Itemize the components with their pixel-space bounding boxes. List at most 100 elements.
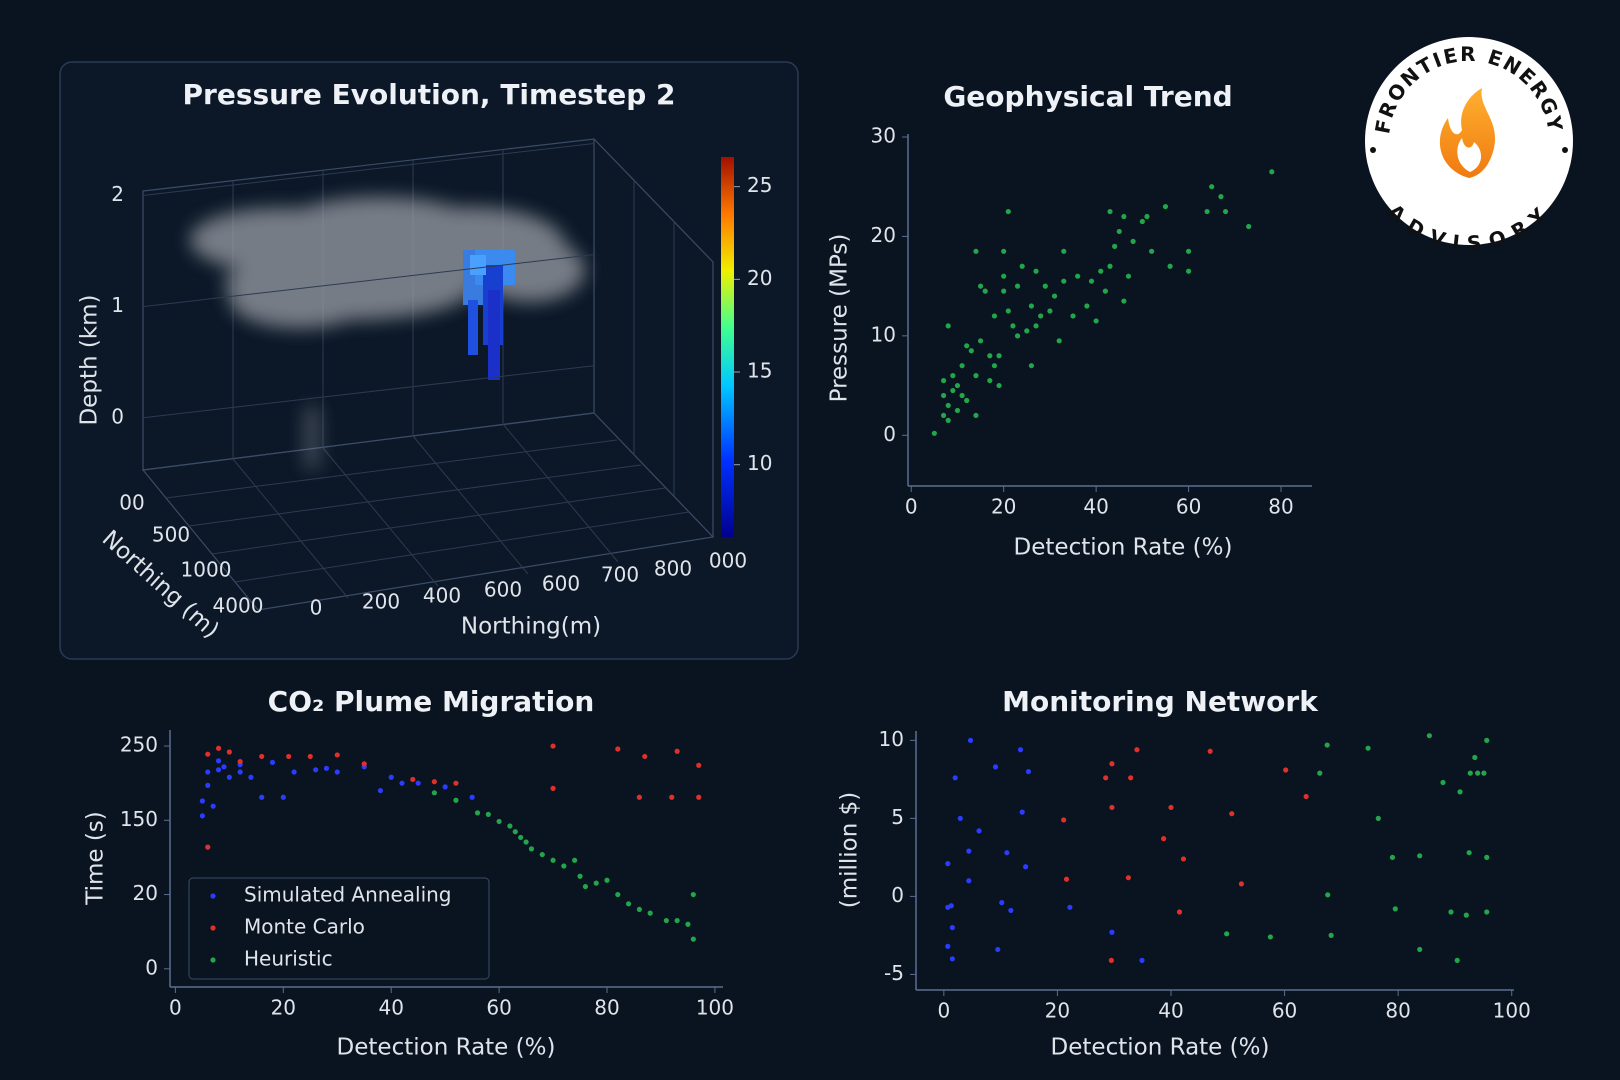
point bbox=[1125, 273, 1132, 279]
point bbox=[957, 815, 963, 821]
point bbox=[221, 764, 227, 770]
point bbox=[940, 377, 947, 384]
point bbox=[1130, 238, 1136, 244]
grid-line bbox=[142, 365, 595, 419]
point bbox=[215, 745, 222, 751]
point bbox=[215, 758, 222, 764]
point bbox=[1180, 856, 1187, 862]
point bbox=[1001, 288, 1007, 294]
point bbox=[1283, 767, 1289, 773]
point bbox=[205, 751, 211, 757]
x-tick-label: 600 bbox=[542, 572, 580, 596]
point bbox=[1067, 904, 1073, 910]
point bbox=[1209, 184, 1215, 190]
point bbox=[1426, 733, 1432, 739]
point bbox=[539, 851, 545, 858]
x-tick-label: 0 bbox=[310, 596, 323, 620]
point bbox=[1109, 761, 1115, 767]
chart-title: Pressure Evolution, Timestep 2 bbox=[183, 78, 676, 111]
point bbox=[1017, 747, 1024, 753]
point bbox=[1121, 213, 1127, 220]
point bbox=[1014, 283, 1021, 289]
point bbox=[453, 797, 459, 803]
x-tick-label: 0 bbox=[905, 495, 918, 519]
point bbox=[259, 753, 265, 760]
point bbox=[1093, 318, 1099, 324]
point bbox=[1025, 768, 1032, 775]
point bbox=[518, 834, 524, 841]
point bbox=[615, 746, 621, 752]
y-tick-label: 10 bbox=[879, 727, 904, 751]
point bbox=[1392, 906, 1398, 912]
y-axis-label: Time (s) bbox=[83, 811, 109, 906]
point bbox=[210, 803, 216, 809]
point bbox=[323, 765, 330, 771]
point bbox=[1103, 775, 1109, 781]
x-tick-label: 80 bbox=[594, 996, 619, 1020]
y-tick-label: 00 bbox=[119, 491, 144, 515]
point bbox=[1267, 934, 1273, 940]
point bbox=[973, 248, 979, 254]
point bbox=[1484, 737, 1490, 743]
point bbox=[1167, 263, 1173, 269]
point bbox=[259, 794, 265, 800]
colorbar-tick-label: 25 bbox=[747, 173, 772, 197]
point bbox=[1098, 268, 1104, 274]
point bbox=[205, 844, 211, 850]
point bbox=[1176, 909, 1183, 915]
grid-line bbox=[142, 254, 595, 308]
x-tick-label: 0 bbox=[169, 996, 182, 1020]
point bbox=[215, 767, 222, 773]
point bbox=[1001, 248, 1007, 254]
point bbox=[1161, 836, 1167, 842]
point bbox=[199, 798, 205, 804]
point bbox=[1218, 194, 1224, 200]
point bbox=[1224, 931, 1230, 937]
x-tick-label: 000 bbox=[709, 549, 747, 573]
point bbox=[1116, 228, 1122, 235]
x-tick-label: 80 bbox=[1385, 999, 1410, 1023]
point bbox=[945, 943, 951, 949]
point bbox=[507, 823, 513, 829]
y-tick-label: 20 bbox=[133, 881, 158, 905]
logo: FRONTIER ENERGY ADVISORY bbox=[1365, 37, 1573, 256]
point bbox=[1222, 208, 1229, 215]
y-tick-label: 0 bbox=[891, 883, 904, 907]
y-tick-label: -5 bbox=[884, 961, 904, 985]
x-tick-label: 400 bbox=[423, 584, 461, 608]
point bbox=[1484, 909, 1490, 915]
x-tick-label: 60 bbox=[1272, 999, 1297, 1023]
point bbox=[485, 811, 491, 817]
point bbox=[334, 752, 340, 758]
point bbox=[388, 774, 394, 780]
point bbox=[1417, 853, 1423, 859]
point bbox=[1107, 208, 1113, 215]
point bbox=[952, 775, 958, 781]
x-tick-label: 100 bbox=[1493, 999, 1531, 1023]
point bbox=[1112, 243, 1118, 249]
point bbox=[1108, 957, 1114, 963]
point bbox=[950, 387, 956, 394]
point bbox=[1128, 775, 1134, 781]
z-axis-label: Depth (km) bbox=[77, 294, 103, 425]
point bbox=[361, 761, 367, 767]
point bbox=[593, 880, 599, 886]
point bbox=[1168, 804, 1174, 811]
point bbox=[1246, 223, 1252, 230]
point bbox=[1303, 793, 1309, 800]
x-tick-label: 40 bbox=[378, 996, 403, 1020]
x-tick-label: 20 bbox=[271, 996, 296, 1020]
point bbox=[1466, 850, 1472, 856]
point bbox=[669, 794, 675, 800]
chart-title: CO₂ Plume Migration bbox=[268, 685, 595, 718]
point bbox=[954, 407, 961, 414]
y-tick-label: 0 bbox=[883, 422, 896, 446]
point bbox=[205, 769, 211, 775]
point bbox=[1467, 770, 1473, 776]
point bbox=[1139, 218, 1145, 225]
point bbox=[959, 363, 965, 369]
point bbox=[987, 377, 993, 384]
point bbox=[696, 794, 702, 800]
x-tick-label: 40 bbox=[1083, 495, 1108, 519]
point bbox=[940, 392, 947, 399]
